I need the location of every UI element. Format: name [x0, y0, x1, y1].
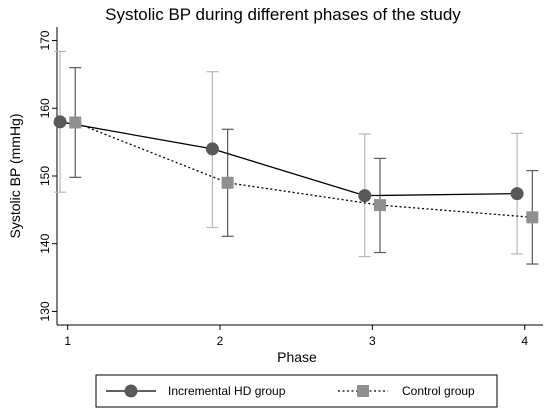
y-tick-label-150: 150 [38, 166, 52, 186]
x-ticks: 1 2 3 4 [64, 325, 528, 348]
legend-marker-control [357, 385, 369, 397]
y-tick-label-170: 170 [38, 30, 52, 50]
point-incremental-phase-1 [53, 115, 67, 129]
point-incremental-phase-3 [358, 189, 372, 203]
point-control-phase-1 [69, 116, 82, 129]
point-incremental-phase-4 [510, 187, 524, 201]
y-tick-label-130: 130 [38, 301, 52, 321]
legend-entry-control: Control group [338, 384, 475, 398]
series-line-incremental [59, 121, 518, 197]
y-tick-label-140: 140 [38, 233, 52, 253]
legend-box [95, 374, 498, 408]
x-axis-label: Phase [277, 349, 317, 365]
y-tick-label-160: 160 [38, 98, 52, 118]
y-ticks: 130 140 150 160 170 [38, 30, 57, 321]
x-tick-label-2: 2 [217, 334, 224, 348]
plot-area [53, 50, 539, 265]
chart-title: Systolic BP during different phases of t… [105, 5, 461, 24]
point-incremental-phase-2 [205, 142, 219, 156]
series-line-control [75, 121, 533, 218]
y-axis-label: Systolic BP (mmHg) [7, 114, 23, 239]
legend-label-incremental: Incremental HD group [168, 384, 286, 398]
point-control-phase-4 [526, 211, 539, 224]
legend-label-control: Control group [402, 384, 475, 398]
legend-entry-incremental: Incremental HD group [106, 384, 286, 398]
legend: Incremental HD group Control group [95, 374, 498, 408]
x-tick-label-3: 3 [369, 334, 376, 348]
x-tick-label-1: 1 [64, 334, 71, 348]
x-tick-label-4: 4 [521, 334, 528, 348]
legend-marker-incremental [124, 384, 138, 398]
point-control-phase-3 [373, 199, 386, 212]
point-control-phase-2 [221, 176, 234, 189]
